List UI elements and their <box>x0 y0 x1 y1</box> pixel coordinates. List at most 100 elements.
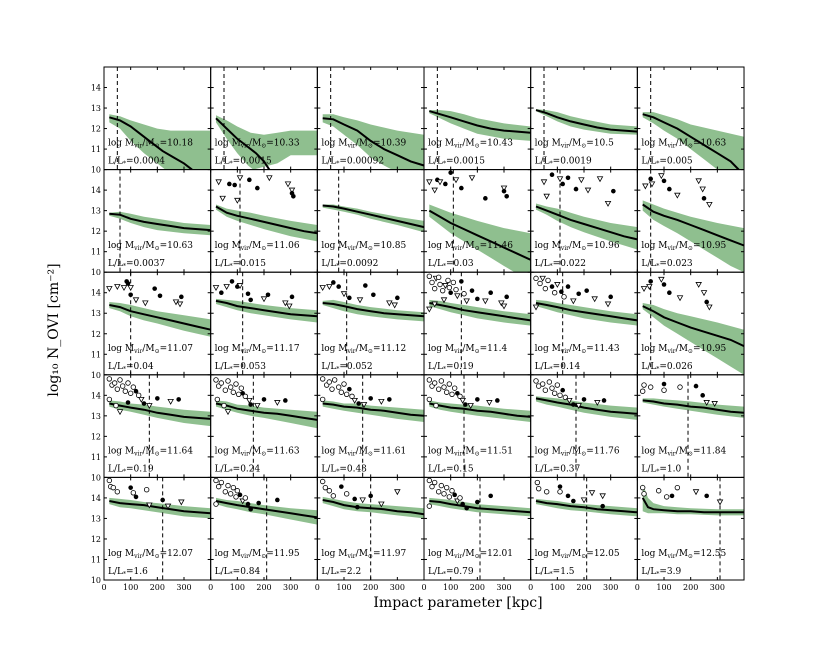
median-line <box>109 116 193 170</box>
detection-point <box>331 280 336 285</box>
panel: log Mvir/M⊙=11.61 L/L*=0.43 <box>316 374 425 478</box>
halo-mass-label: log Mvir/M⊙=12.01 <box>428 549 513 560</box>
open-point <box>338 389 345 395</box>
upper-limit-point <box>360 402 368 408</box>
upper-limit-point <box>676 295 684 302</box>
upper-limit-point <box>486 400 493 406</box>
detection-point <box>573 186 579 192</box>
open-point <box>542 285 549 292</box>
detection-point <box>488 493 493 499</box>
median-line <box>215 117 271 170</box>
luminosity-label: L/L*=0.04 <box>108 362 154 373</box>
upper-limit-point <box>176 301 184 308</box>
median-line <box>641 497 744 514</box>
open-point <box>445 277 451 284</box>
median-line <box>642 305 745 348</box>
halo-mass-label: log Mvir/M⊙=10.18 <box>108 139 193 150</box>
open-point <box>122 388 129 394</box>
panel: log Mvir/M⊙=11.51 L/L*=0.15 <box>423 374 532 478</box>
detection-point <box>227 181 232 187</box>
panel-plot-area <box>426 272 531 375</box>
median-line <box>322 117 425 167</box>
y-tick-label: 12 <box>91 432 101 441</box>
panel-frame <box>316 271 425 376</box>
x-tick-label: 300 <box>496 583 511 592</box>
halo-mass-label: log Mvir/M⊙=10.39 <box>321 139 406 150</box>
detection-point <box>667 290 672 296</box>
panel-plot-area <box>426 374 531 478</box>
median-line <box>215 402 318 421</box>
upper-limit-point <box>106 286 113 293</box>
upper-limit-point <box>463 298 470 305</box>
upper-limit-point <box>436 179 444 186</box>
upper-limit-point <box>146 403 153 410</box>
open-point <box>227 384 234 390</box>
halo-mass-label: log Mvir/M⊙=11.97 <box>321 549 406 560</box>
upper-limit-point <box>711 401 718 407</box>
panel-plot-area <box>215 67 318 170</box>
upper-limit-point <box>164 503 172 510</box>
x-tick-label: 300 <box>603 583 618 592</box>
open-point <box>450 279 457 286</box>
upper-limit-point <box>540 179 548 186</box>
upper-limit-point <box>459 397 466 404</box>
x-tick-label: 200 <box>683 583 698 592</box>
panel-plot-area <box>213 374 318 478</box>
upper-limit-point <box>127 285 134 292</box>
y-tick-label: 12 <box>91 535 101 544</box>
detection-point <box>356 401 361 406</box>
x-tick-label: 200 <box>470 583 485 592</box>
panel: 10 11 12 13 14 log Mvir/M⊙=10.18 L/L*=0.0004 <box>91 66 212 175</box>
panel-plot-area <box>535 169 638 273</box>
open-point <box>234 488 241 494</box>
detection-point <box>336 284 341 289</box>
upper-limit-point <box>286 303 293 310</box>
detection-point <box>152 286 157 291</box>
y-tick-label: 10 <box>91 268 101 277</box>
open-point <box>119 383 126 389</box>
open-point <box>435 386 442 392</box>
detection-point <box>443 181 448 187</box>
upper-limit-point <box>116 409 124 416</box>
open-point <box>457 495 463 501</box>
luminosity-label: L/L*=0.023 <box>641 259 693 270</box>
x-tick-label: 100 <box>443 583 458 592</box>
open-point <box>461 291 467 297</box>
upper-limit-point <box>454 293 461 300</box>
detection-point <box>549 284 555 289</box>
open-point <box>341 381 347 387</box>
detection-point <box>265 292 271 298</box>
detection-point <box>387 397 392 402</box>
median-line <box>535 205 638 241</box>
open-point <box>225 378 231 384</box>
y-tick-label: 13 <box>91 207 101 216</box>
panel: log Mvir/M⊙=11.46 L/L*=0.03 <box>423 169 532 273</box>
upper-limit-point <box>212 285 220 292</box>
detection-point <box>661 381 667 387</box>
open-point <box>326 488 333 494</box>
detection-point <box>448 170 453 175</box>
y-tick-label: 11 <box>91 145 101 154</box>
detection-point <box>247 177 252 183</box>
luminosity-label: L/L*=0.43 <box>321 464 367 475</box>
luminosity-label: L/L*=0.0092 <box>321 259 378 270</box>
detection-point <box>495 398 500 403</box>
open-point <box>233 381 239 387</box>
panel: 10 11 12 13 14 log Mvir/M⊙=11.64 L/L*=0.19 <box>91 374 212 482</box>
halo-mass-label: log Mvir/M⊙=10.85 <box>321 241 406 252</box>
upper-limit-point <box>539 275 546 282</box>
detection-point <box>245 501 251 507</box>
y-tick-label: 13 <box>91 514 101 523</box>
luminosity-label: L/L*=0.00092 <box>321 157 384 168</box>
upper-limit-point <box>120 285 128 292</box>
detection-point <box>488 290 493 296</box>
detection-point <box>549 172 555 178</box>
open-point <box>674 484 681 491</box>
upper-limit-point <box>700 290 708 297</box>
open-point <box>446 284 453 291</box>
panel: log Mvir/M⊙=10.95 L/L*=0.023 <box>636 169 745 273</box>
median-line <box>215 205 318 235</box>
panel-grid: 10 11 12 13 14 log Mvir/M⊙=10.18 L/L*=0.0004 lo… <box>91 66 745 592</box>
panel-frame <box>530 66 638 171</box>
